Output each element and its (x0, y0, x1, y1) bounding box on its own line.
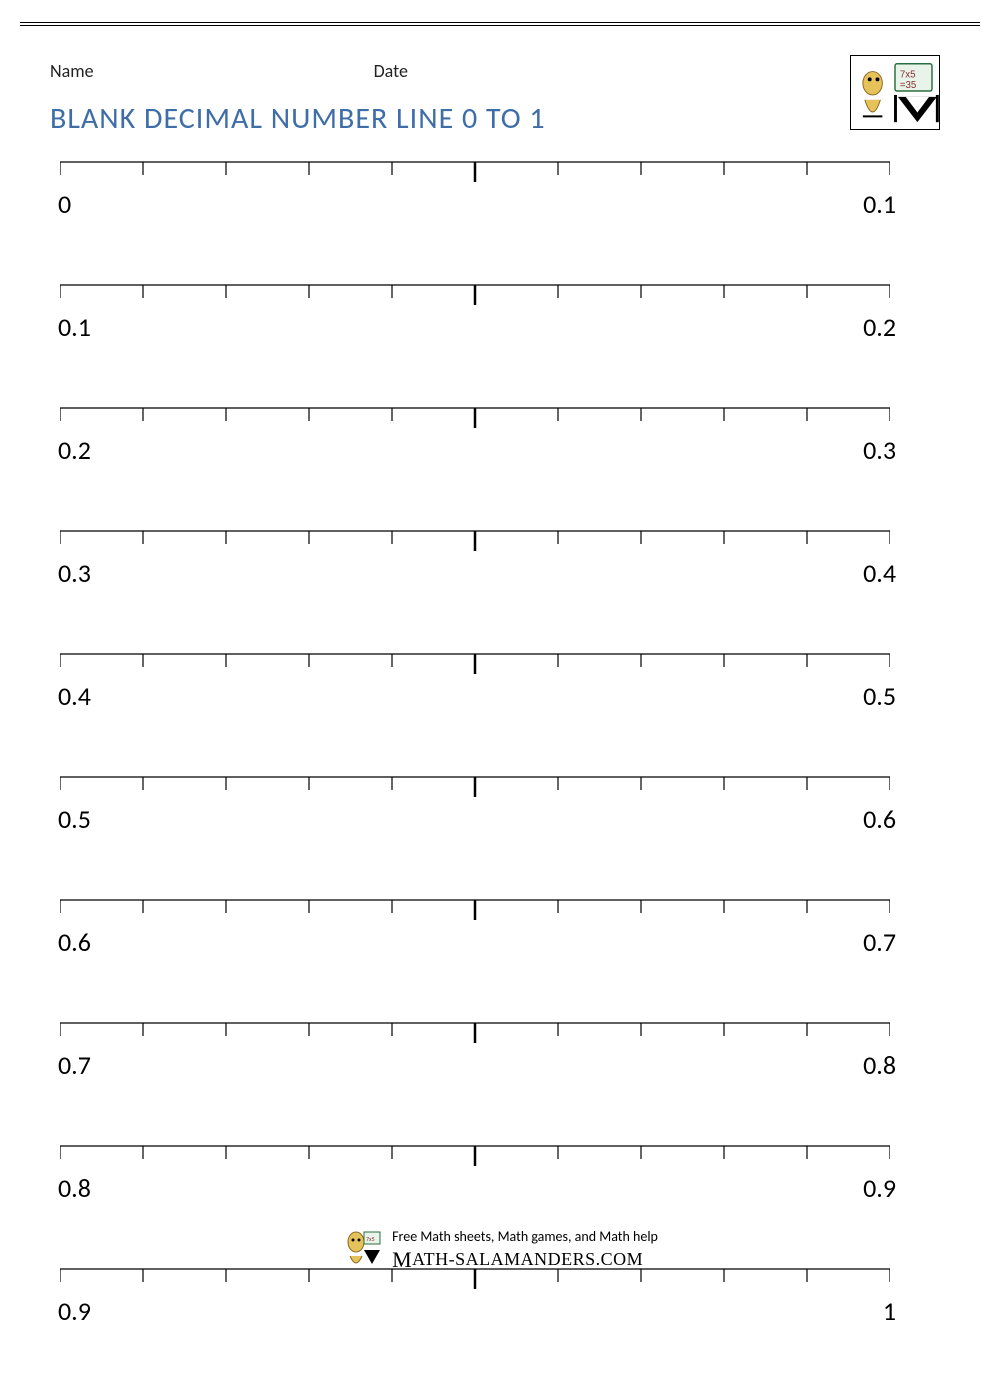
svg-text:=35: =35 (900, 80, 917, 91)
number-line-end-label: 0.9 (856, 1172, 896, 1204)
footer-tagline: Free Math sheets, Math games, and Math h… (392, 1228, 658, 1245)
number-line-axis (60, 529, 890, 553)
number-line: 0.91 (60, 1267, 890, 1327)
number-line-labels: 0.30.4 (60, 553, 890, 589)
number-line: 0.40.5 (60, 652, 890, 712)
number-line-start-label: 0.6 (58, 926, 98, 958)
number-line-start-label: 0.1 (58, 311, 98, 343)
number-line-labels: 0.60.7 (60, 922, 890, 958)
number-line-start-label: 0.5 (58, 803, 98, 835)
number-line-start-label: 0.3 (58, 557, 98, 589)
number-line: 0.30.4 (60, 529, 890, 589)
number-line-labels: 0.20.3 (60, 430, 890, 466)
number-line-end-label: 0.5 (856, 680, 896, 712)
number-line: 0.60.7 (60, 898, 890, 958)
date-label: Date (374, 60, 408, 82)
page-rule-top (20, 22, 980, 26)
number-line-end-label: 0.1 (856, 188, 896, 220)
footer: 7x5 Free Math sheets, Math games, and Ma… (0, 1228, 1000, 1275)
number-line-axis (60, 1021, 890, 1045)
number-line: 00.1 (60, 160, 890, 220)
number-line-end-label: 0.6 (856, 803, 896, 835)
number-line-labels: 0.40.5 (60, 676, 890, 712)
number-line-start-label: 0.4 (58, 680, 98, 712)
number-line: 0.70.8 (60, 1021, 890, 1081)
number-line-axis (60, 652, 890, 676)
number-line-labels: 0.70.8 (60, 1045, 890, 1081)
number-line-start-label: 0.7 (58, 1049, 98, 1081)
number-line-labels: 00.1 (60, 184, 890, 220)
svg-text:7x5: 7x5 (900, 69, 916, 80)
number-line-axis (60, 898, 890, 922)
number-line-axis (60, 283, 890, 307)
number-line-axis (60, 160, 890, 184)
number-line-start-label: 0.8 (58, 1172, 98, 1204)
footer-logo-icon: 7x5 (342, 1228, 382, 1270)
number-line-labels: 0.80.9 (60, 1168, 890, 1204)
number-line-end-label: 0.4 (856, 557, 896, 589)
logo-icon: 7x5 =35 (850, 55, 940, 130)
number-line: 0.10.2 (60, 283, 890, 343)
number-line-start-label: 0 (58, 188, 98, 220)
name-label: Name (50, 60, 94, 82)
number-line-end-label: 1 (856, 1295, 896, 1327)
number-line-labels: 0.10.2 (60, 307, 890, 343)
number-line-end-label: 0.8 (856, 1049, 896, 1081)
header: Name Date (50, 60, 920, 82)
number-line-axis (60, 406, 890, 430)
number-line-start-label: 0.9 (58, 1295, 98, 1327)
footer-url: MATH-SALAMANDERS.COM (392, 1247, 658, 1273)
number-line-labels: 0.50.6 (60, 799, 890, 835)
svg-text:7x5: 7x5 (366, 1235, 375, 1243)
number-line: 0.20.3 (60, 406, 890, 466)
number-line: 0.50.6 (60, 775, 890, 835)
number-line-axis (60, 775, 890, 799)
page-title: BLANK DECIMAL NUMBER LINE 0 TO 1 (50, 100, 546, 137)
number-line: 0.80.9 (60, 1144, 890, 1204)
number-line-start-label: 0.2 (58, 434, 98, 466)
number-line-end-label: 0.3 (856, 434, 896, 466)
number-line-axis (60, 1144, 890, 1168)
number-line-labels: 0.91 (60, 1291, 890, 1327)
number-lines-container: 00.10.10.20.20.30.30.40.40.50.50.60.60.7… (60, 160, 890, 1390)
number-line-end-label: 0.2 (856, 311, 896, 343)
number-line-end-label: 0.7 (856, 926, 896, 958)
